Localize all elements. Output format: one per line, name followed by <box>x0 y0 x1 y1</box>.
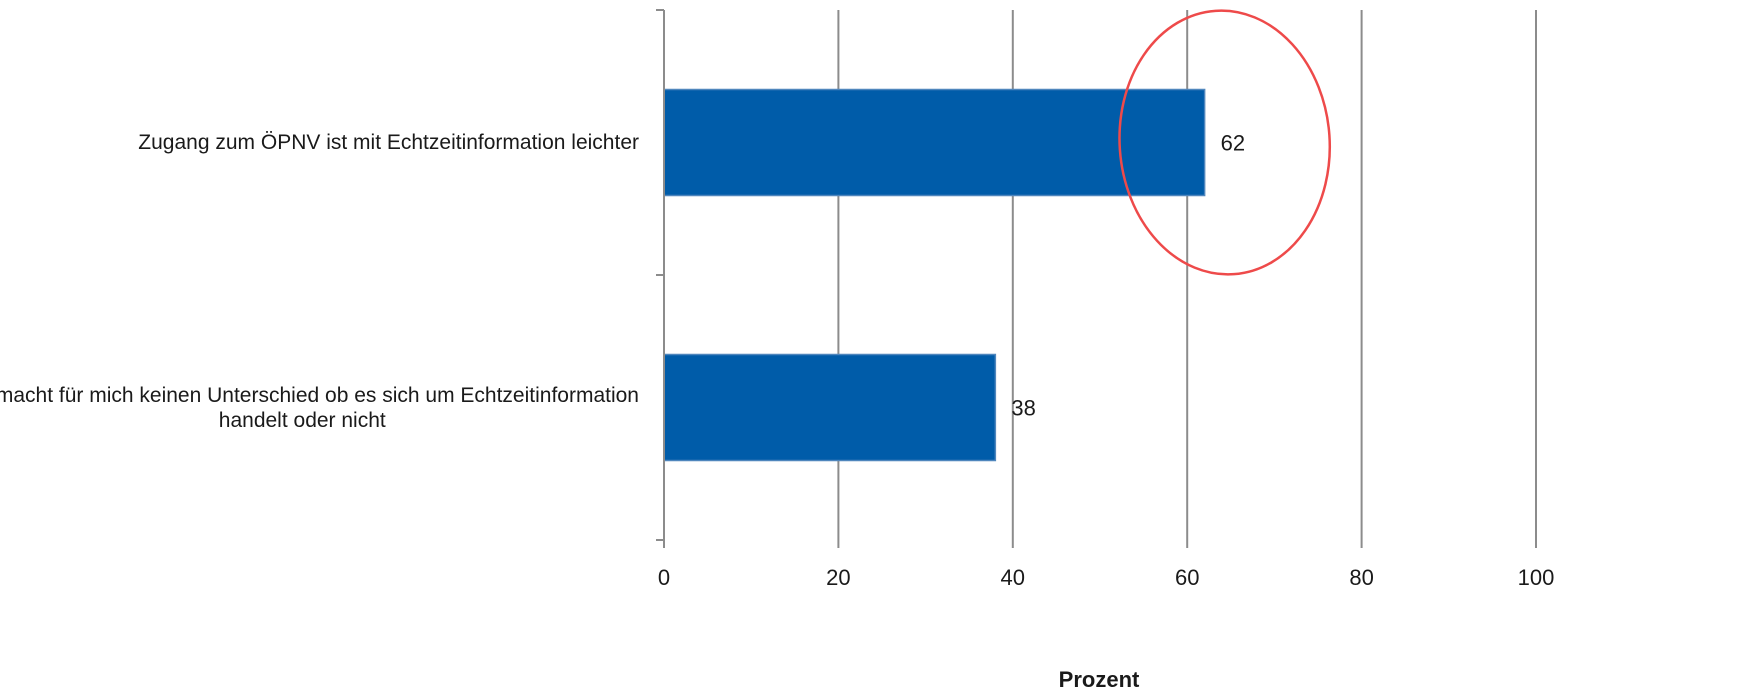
x-tick-label-100: 100 <box>1518 565 1555 590</box>
data-label-0: 62 <box>1221 131 1245 156</box>
x-tick-label-20: 20 <box>826 565 850 590</box>
bar-0 <box>663 88 1206 197</box>
x-tick-label-40: 40 <box>1001 565 1025 590</box>
bar-1 <box>663 353 997 462</box>
category-label-line: Zugang zum ÖPNV ist mit Echtzeitinformat… <box>138 131 639 154</box>
highlight-ellipse <box>1118 9 1332 276</box>
data-labels: 62 38 <box>1011 131 1245 421</box>
x-tick-label-0: 0 <box>658 565 670 590</box>
axes <box>656 9 665 548</box>
category-label-line: handelt oder nicht <box>218 408 386 432</box>
category-label-line: Es macht für mich keinen Unterschied ob … <box>0 383 639 407</box>
x-tick-label-60: 60 <box>1175 565 1199 590</box>
x-tick-label-80: 80 <box>1349 565 1373 590</box>
data-label-1: 38 <box>1011 396 1035 421</box>
bars <box>663 88 1206 462</box>
x-tick-labels: 0 20 40 60 80 100 <box>658 565 1554 590</box>
category-label-1: Es macht für mich keinen Unterschied ob … <box>0 383 639 433</box>
category-label-0: Zugang zum ÖPNV ist mit Echtzeitinformat… <box>138 130 639 155</box>
x-axis-label: Prozent <box>1059 667 1140 692</box>
annotations <box>1118 9 1332 276</box>
